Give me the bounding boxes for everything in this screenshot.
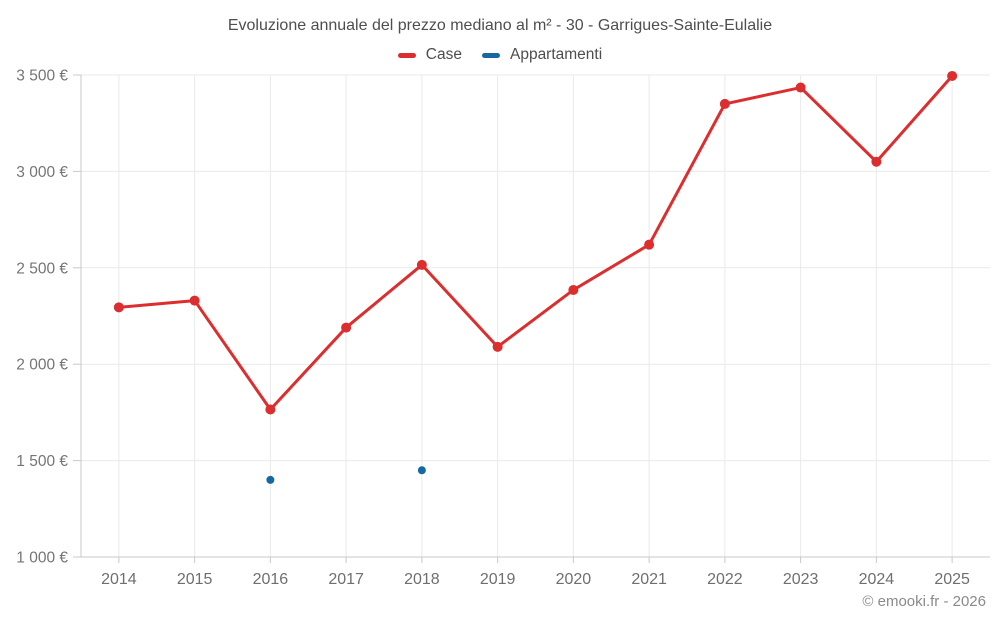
x-tick-label: 2024 [859,571,895,588]
legend-item-case[interactable]: Case [397,46,462,64]
case-point-2017[interactable] [341,322,352,333]
x-tick-label: 2016 [253,571,289,588]
case-point-2021[interactable] [644,239,655,250]
x-tick-label: 2022 [707,571,743,588]
case-legend-marker [397,52,416,58]
case-point-2016[interactable] [265,404,276,415]
x-tick-label: 2025 [934,571,970,588]
legend-item-appartamenti[interactable]: Appartamenti [481,46,603,64]
case-point-2020[interactable] [568,284,579,295]
y-tick-label: 2 000 € [16,357,68,374]
case-point-2025[interactable] [947,70,958,81]
case-point-2015[interactable] [189,295,200,306]
legend-label-appartamenti: Appartamenti [509,46,603,63]
y-tick-label: 2 500 € [16,260,68,277]
x-tick-label: 2019 [480,571,516,588]
x-tick-label: 2014 [101,571,137,588]
case-point-2018[interactable] [416,259,427,270]
x-tick-label: 2023 [783,571,819,588]
y-tick-label: 3 000 € [16,164,68,181]
case-point-2019[interactable] [492,341,503,352]
appartamenti-point-2016[interactable] [266,475,275,484]
x-tick-label: 2015 [177,571,213,588]
y-tick-label: 1 000 € [16,550,68,567]
case-line [118,74,954,412]
chart-title: Evoluzione annuale del prezzo mediano al… [227,17,773,34]
case-point-2023[interactable] [795,82,806,93]
chart-legend: Case Appartamenti [0,46,1000,64]
x-tick-label: 2021 [631,571,667,588]
x-tick-label: 2017 [328,571,364,588]
case-point-2014[interactable] [113,302,124,313]
copyright: © emooki.fr - 2026 [862,593,986,610]
y-tick-label: 3 500 € [16,68,68,85]
appartamenti-point-2018[interactable] [417,466,426,475]
y-tick-label: 1 500 € [16,453,68,470]
appartamenti-legend-marker [481,52,500,58]
case-point-2024[interactable] [871,156,882,167]
x-tick-label: 2020 [556,571,592,588]
legend-label-case: Case [425,46,462,63]
case-point-2022[interactable] [719,98,730,109]
x-tick-label: 2018 [404,571,440,588]
